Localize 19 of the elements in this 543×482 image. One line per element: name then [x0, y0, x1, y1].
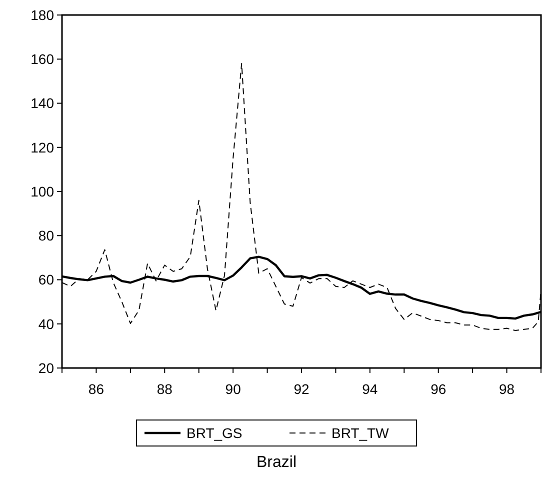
- y-tick-label: 180: [30, 6, 54, 23]
- legend-label: BRT_TW: [332, 424, 390, 441]
- x-tick-label: 96: [430, 381, 446, 397]
- y-tick-label: 120: [30, 139, 54, 156]
- y-tick-label: 60: [38, 272, 54, 288]
- y-tick-label: 20: [38, 360, 54, 376]
- y-tick-label: 160: [30, 51, 54, 68]
- x-tick-label: 98: [498, 381, 515, 397]
- x-tick-label: 92: [294, 381, 310, 397]
- y-tick-label: 40: [38, 316, 54, 332]
- y-tick-label: 140: [30, 95, 54, 112]
- x-tick-label: 88: [156, 381, 173, 397]
- x-tick-label: 90: [225, 381, 242, 397]
- x-tick-label: 94: [362, 381, 378, 397]
- y-tick-label: 80: [38, 228, 54, 244]
- text: Brazil: [256, 454, 297, 471]
- x-tick-label: 86: [88, 381, 104, 397]
- y-tick-label: 100: [30, 183, 54, 200]
- legend-label: BRT_GS: [186, 424, 242, 441]
